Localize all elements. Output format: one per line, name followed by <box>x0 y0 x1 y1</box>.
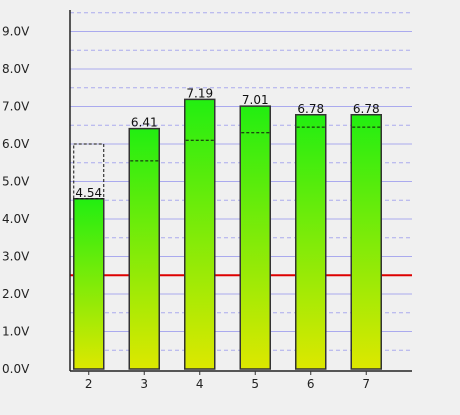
data-label: 7.01 <box>242 93 269 107</box>
data-label: 6.78 <box>353 102 380 116</box>
bars <box>73 98 382 370</box>
x-tick-label: 3 <box>140 377 148 391</box>
y-tick-label: 9.0V <box>2 25 30 39</box>
x-tick-label: 2 <box>85 377 93 391</box>
data-label: 7.19 <box>186 86 213 100</box>
x-tick-label: 5 <box>251 377 259 391</box>
data-labels: 4.54 6.41 7.19 7.01 6.78 6.78 <box>75 86 379 199</box>
reference-box <box>73 143 105 200</box>
y-tick-label: 0.0V <box>2 362 30 376</box>
bar <box>239 105 271 370</box>
data-label: 6.41 <box>131 116 158 130</box>
x-tick-label: 4 <box>196 377 204 391</box>
y-tick-label: 2.0V <box>2 287 30 301</box>
y-tick-label: 7.0V <box>2 100 30 114</box>
data-label: 6.78 <box>297 102 324 116</box>
y-axis-tick-labels: 0.0V 1.0V 2.0V 3.0V 4.0V 5.0V 6.0V 7.0V 8.0V 9.0V <box>2 25 30 377</box>
x-tick-label: 7 <box>362 377 370 391</box>
bar <box>184 98 216 370</box>
bar <box>73 198 105 370</box>
y-tick-label: 6.0V <box>2 137 30 151</box>
axes <box>69 10 412 372</box>
y-tick-label: 8.0V <box>2 62 30 76</box>
bar <box>128 127 160 370</box>
x-axis-tick-labels: 2 3 4 5 6 7 <box>85 371 370 391</box>
bar <box>295 114 327 370</box>
x-tick-label: 6 <box>307 377 315 391</box>
y-tick-label: 1.0V <box>2 325 30 339</box>
bar <box>350 114 382 370</box>
data-label: 4.54 <box>75 186 102 200</box>
y-tick-label: 3.0V <box>2 250 30 264</box>
y-tick-label: 4.0V <box>2 212 30 226</box>
y-tick-label: 5.0V <box>2 175 30 189</box>
